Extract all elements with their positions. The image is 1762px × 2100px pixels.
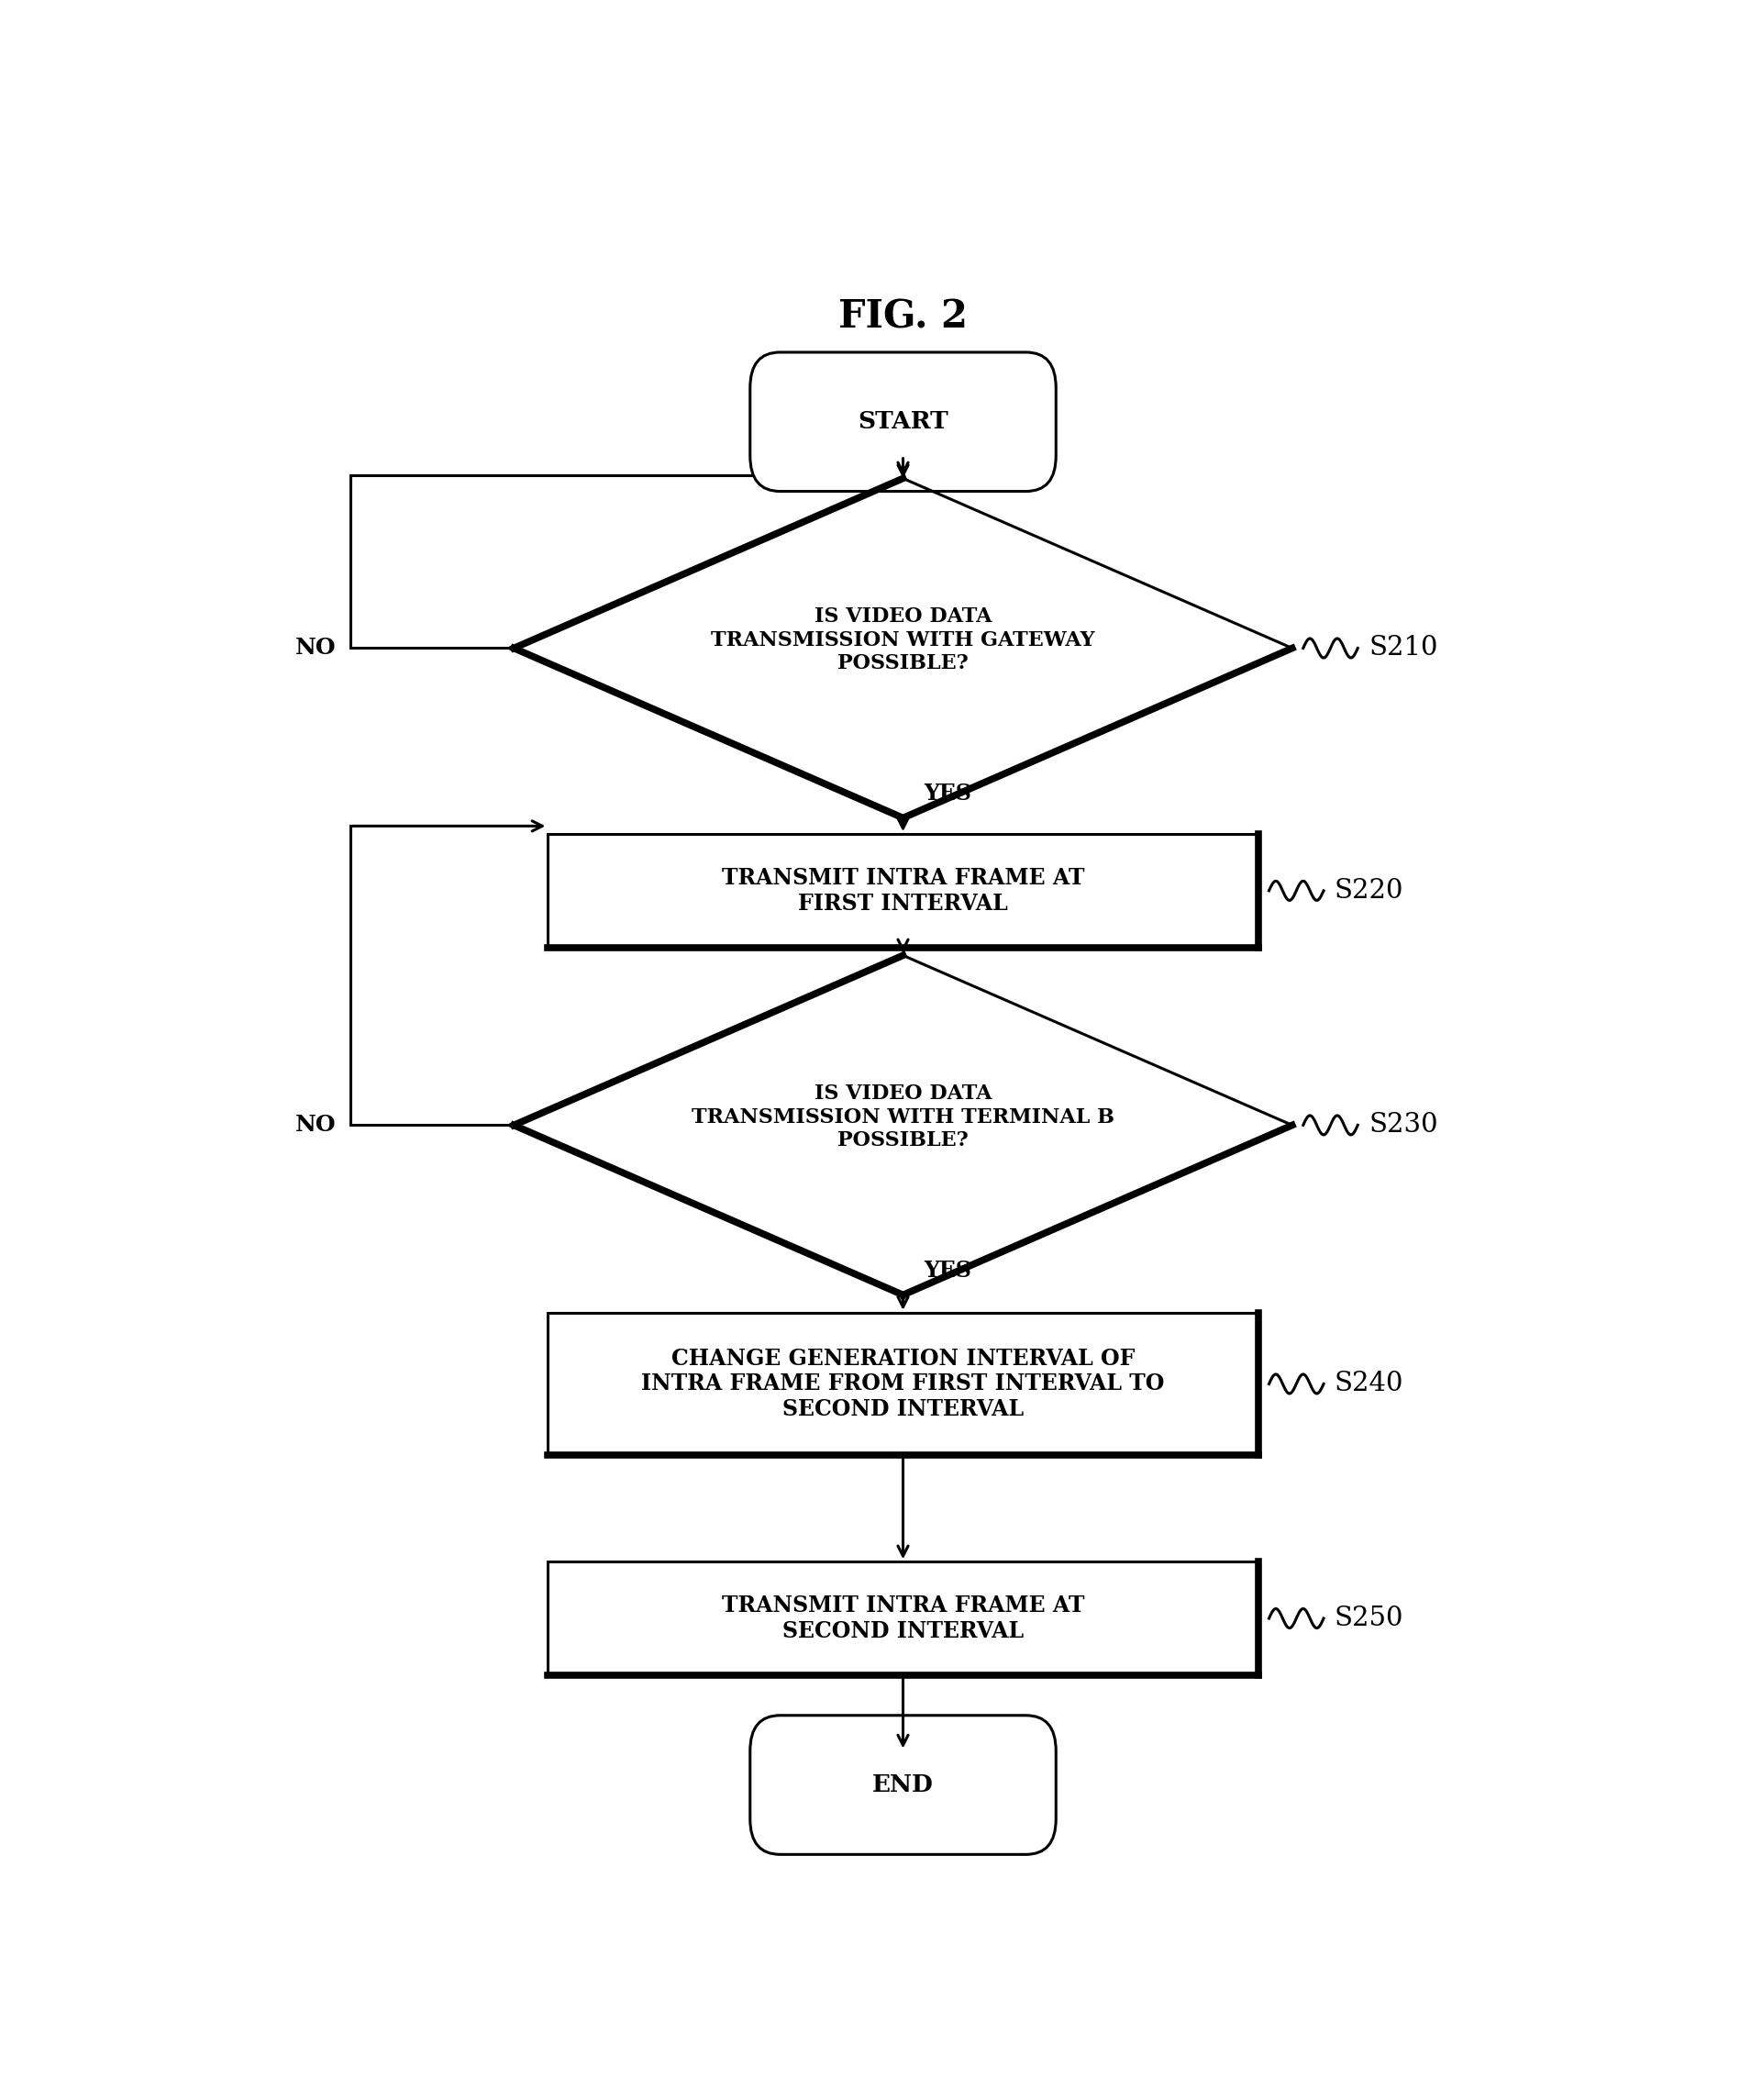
Text: IS VIDEO DATA
TRANSMISSION WITH GATEWAY
POSSIBLE?: IS VIDEO DATA TRANSMISSION WITH GATEWAY … xyxy=(712,607,1094,674)
Text: IS VIDEO DATA
TRANSMISSION WITH TERMINAL B
POSSIBLE?: IS VIDEO DATA TRANSMISSION WITH TERMINAL… xyxy=(692,1084,1114,1151)
Text: S230: S230 xyxy=(1369,1113,1438,1138)
Text: CHANGE GENERATION INTERVAL OF
INTRA FRAME FROM FIRST INTERVAL TO
SECOND INTERVAL: CHANGE GENERATION INTERVAL OF INTRA FRAM… xyxy=(641,1348,1165,1420)
Text: YES: YES xyxy=(923,783,971,804)
Text: NO: NO xyxy=(296,636,337,659)
Text: S240: S240 xyxy=(1334,1371,1404,1397)
Text: START: START xyxy=(858,410,948,433)
Bar xyxy=(548,1562,1258,1676)
FancyBboxPatch shape xyxy=(751,1716,1055,1854)
Text: S220: S220 xyxy=(1334,878,1404,903)
Text: FIG. 2: FIG. 2 xyxy=(839,298,967,336)
Text: S250: S250 xyxy=(1334,1607,1404,1632)
Text: YES: YES xyxy=(923,1260,971,1281)
Text: TRANSMIT INTRA FRAME AT
FIRST INTERVAL: TRANSMIT INTRA FRAME AT FIRST INTERVAL xyxy=(722,867,1084,914)
Text: S210: S210 xyxy=(1369,636,1438,662)
Text: NO: NO xyxy=(296,1115,337,1136)
Bar xyxy=(548,834,1258,947)
Text: END: END xyxy=(872,1772,934,1796)
FancyBboxPatch shape xyxy=(751,353,1055,491)
Text: TRANSMIT INTRA FRAME AT
SECOND INTERVAL: TRANSMIT INTRA FRAME AT SECOND INTERVAL xyxy=(722,1594,1084,1642)
Bar xyxy=(548,1312,1258,1455)
